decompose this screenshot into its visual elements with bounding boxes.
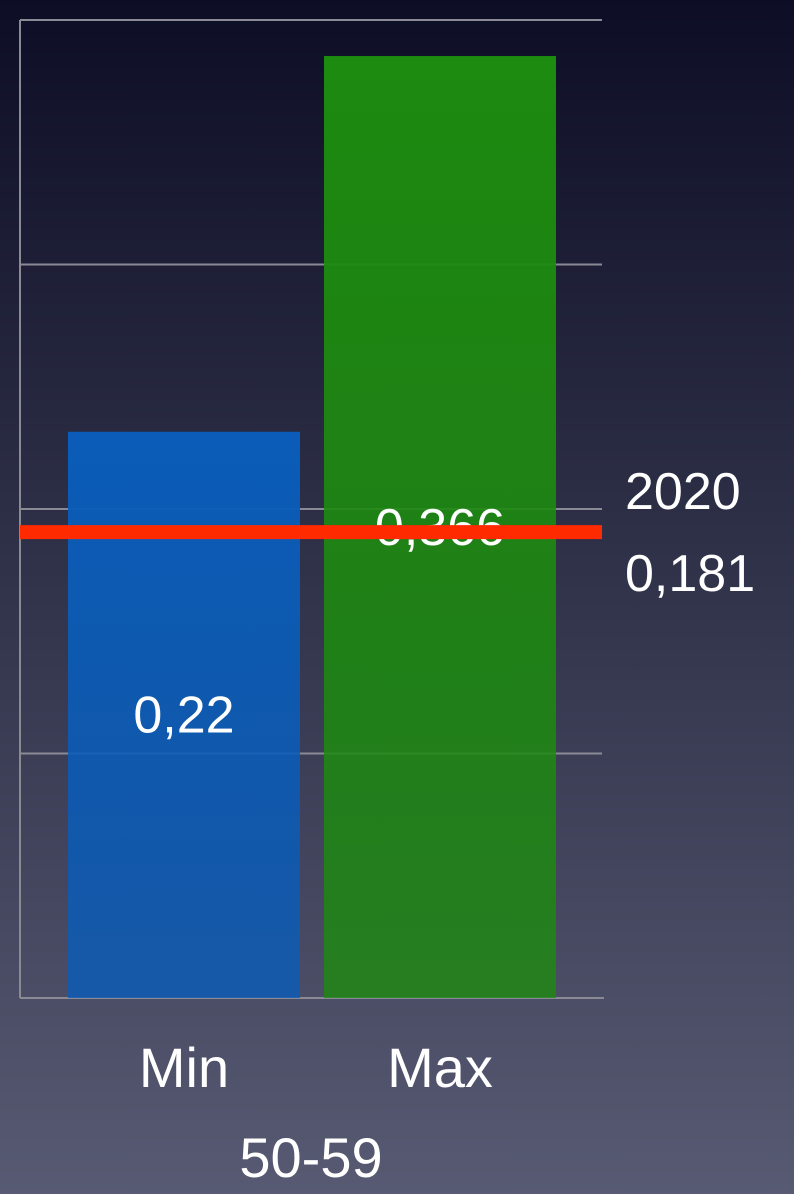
x-axis-label: 50-59 [239, 1126, 382, 1189]
reference-label: 0,181 [625, 545, 755, 603]
x-tick-label: Min [139, 1036, 229, 1099]
data-label: 0,22 [133, 687, 234, 745]
reference-name: 2020 [625, 463, 741, 521]
x-tick-label: Max [387, 1036, 493, 1099]
